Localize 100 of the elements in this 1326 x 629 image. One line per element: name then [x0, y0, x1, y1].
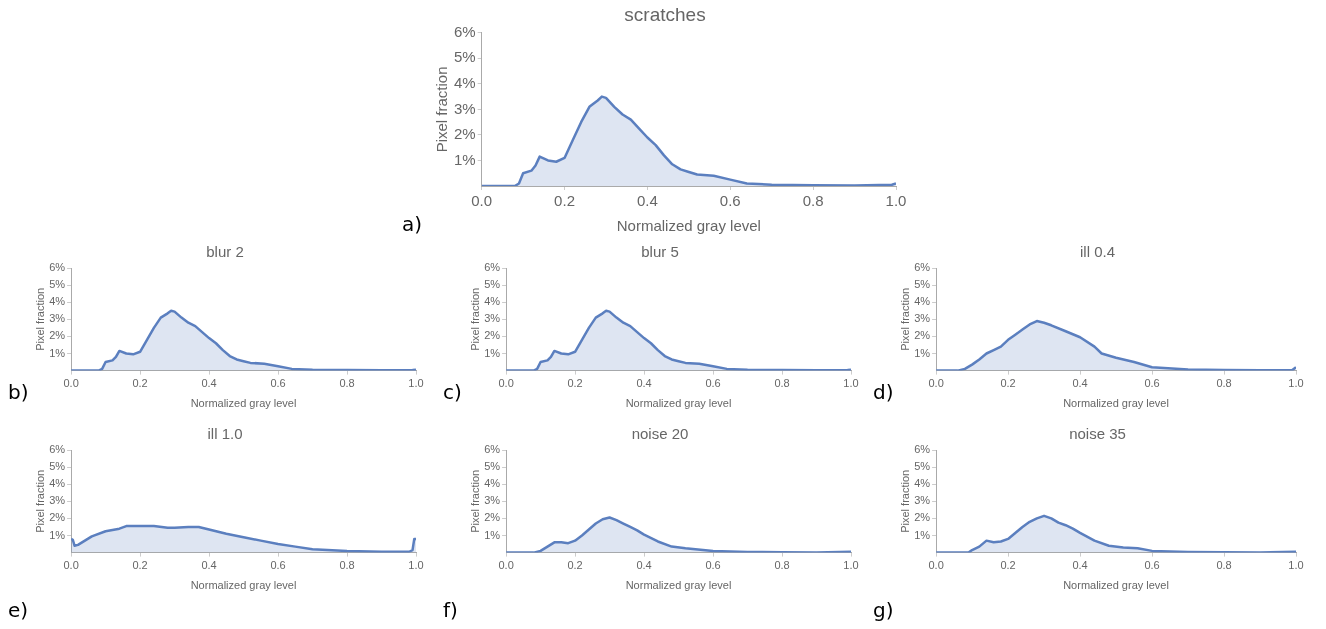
y-tick-label: 5% [914, 278, 931, 291]
chart-title: blur 5 [641, 243, 679, 261]
x-axis-title: Normalized gray level [625, 397, 732, 410]
text: c) [443, 380, 462, 404]
x-tick-label: 0.0 [498, 377, 514, 390]
x-tick-label: 0.8 [802, 192, 824, 210]
y-axis-title: Pixel fraction [33, 287, 46, 351]
text: b) [8, 380, 29, 404]
x-tick-label: 1.0 [843, 377, 859, 390]
y-tick-label: 4% [914, 295, 931, 308]
x-tick-label: 1.0 [1288, 377, 1304, 390]
y-tick-label: 5% [49, 278, 66, 291]
y-tick-label: 4% [484, 295, 501, 308]
y-axis-title: Pixel fraction [468, 287, 481, 351]
y-axis-title: Pixel fraction [898, 469, 911, 533]
x-axis-title: Normalized gray level [616, 217, 761, 235]
chart-title: noise 35 [1069, 425, 1126, 443]
chart-title: ill 0.4 [1079, 243, 1116, 261]
y-tick-label: 2% [49, 511, 66, 524]
x-tick-label: 0.6 [705, 559, 721, 572]
y-tick-label: 3% [453, 99, 476, 117]
y-tick-label: 6% [484, 261, 501, 274]
y-tick-label: 5% [484, 278, 501, 291]
y-tick-label: 3% [49, 494, 66, 507]
x-tick-label: 0.8 [774, 559, 790, 572]
x-tick-label: 0.0 [498, 559, 514, 572]
text: d) [873, 380, 894, 404]
y-axis-title: Pixel fraction [433, 66, 451, 153]
x-tick-label: 0.8 [1216, 377, 1232, 390]
y-tick-label: 5% [453, 48, 476, 66]
x-tick-label: 0.6 [705, 377, 721, 390]
y-tick-label: 1% [49, 346, 66, 359]
x-tick-label: 0.0 [928, 377, 944, 390]
y-tick-label: 1% [914, 528, 931, 541]
y-tick-label: 3% [914, 312, 931, 325]
x-tick-label: 0.6 [1144, 377, 1160, 390]
y-tick-label: 3% [914, 494, 931, 507]
x-tick-label: 1.0 [408, 377, 424, 390]
y-tick-label: 6% [49, 261, 66, 274]
x-tick-label: 0.4 [201, 377, 217, 390]
x-tick-label: 1.0 [885, 192, 907, 210]
x-tick-label: 0.0 [63, 377, 79, 390]
x-tick-label: 0.2 [1000, 559, 1016, 572]
text: f) [443, 598, 458, 622]
y-tick-label: 2% [914, 329, 931, 342]
x-tick-label: 1.0 [843, 559, 859, 572]
y-tick-label: 2% [484, 329, 501, 342]
y-tick-label: 2% [914, 511, 931, 524]
x-tick-label: 0.4 [201, 559, 217, 572]
y-tick-label: 5% [484, 460, 501, 473]
x-tick-label: 0.0 [928, 559, 944, 572]
y-tick-label: 1% [453, 150, 476, 168]
x-tick-label: 0.4 [636, 192, 658, 210]
x-tick-label: 0.4 [636, 559, 652, 572]
x-axis-title: Normalized gray level [190, 397, 297, 410]
y-tick-label: 2% [453, 125, 476, 143]
text: e) [8, 598, 29, 622]
y-tick-label: 3% [484, 312, 501, 325]
x-tick-label: 0.0 [63, 559, 79, 572]
x-tick-label: 0.8 [1216, 559, 1232, 572]
x-tick-label: 0.2 [132, 559, 148, 572]
x-tick-label: 0.8 [774, 377, 790, 390]
y-tick-label: 6% [914, 443, 931, 456]
y-tick-label: 4% [49, 477, 66, 490]
y-tick-label: 4% [49, 295, 66, 308]
x-tick-label: 0.4 [636, 377, 652, 390]
y-tick-label: 1% [914, 346, 931, 359]
x-tick-label: 0.2 [567, 377, 583, 390]
x-tick-label: 0.4 [1072, 559, 1088, 572]
x-axis-title: Normalized gray level [1063, 579, 1169, 592]
x-tick-label: 0.8 [339, 377, 355, 390]
x-tick-label: 0.6 [270, 377, 286, 390]
x-tick-label: 0.2 [132, 377, 148, 390]
y-tick-label: 3% [49, 312, 66, 325]
y-tick-label: 2% [49, 329, 66, 342]
y-tick-label: 4% [453, 74, 476, 92]
x-tick-label: 0.6 [1144, 559, 1160, 572]
y-tick-label: 5% [914, 460, 931, 473]
text: g) [873, 598, 894, 622]
y-tick-label: 1% [484, 346, 501, 359]
x-axis-title: Normalized gray level [1063, 397, 1169, 410]
y-tick-label: 3% [484, 494, 501, 507]
y-axis-title: Pixel fraction [468, 469, 481, 533]
y-tick-label: 4% [914, 477, 931, 490]
y-tick-label: 4% [484, 477, 501, 490]
x-tick-label: 0.2 [567, 559, 583, 572]
x-tick-label: 0.4 [1072, 377, 1088, 390]
x-axis-title: Normalized gray level [190, 579, 297, 592]
y-tick-label: 1% [484, 528, 501, 541]
x-tick-label: 1.0 [1288, 559, 1304, 572]
x-tick-label: 0.8 [339, 559, 355, 572]
x-tick-label: 0.2 [554, 192, 575, 210]
chart-title: ill 1.0 [207, 425, 243, 443]
x-tick-label: 0.6 [719, 192, 741, 210]
y-tick-label: 6% [453, 22, 476, 40]
y-tick-label: 6% [484, 443, 501, 456]
x-tick-label: 0.2 [1000, 377, 1016, 390]
y-tick-label: 6% [914, 261, 931, 274]
x-tick-label: 1.0 [408, 559, 424, 572]
text: a) [402, 212, 423, 236]
